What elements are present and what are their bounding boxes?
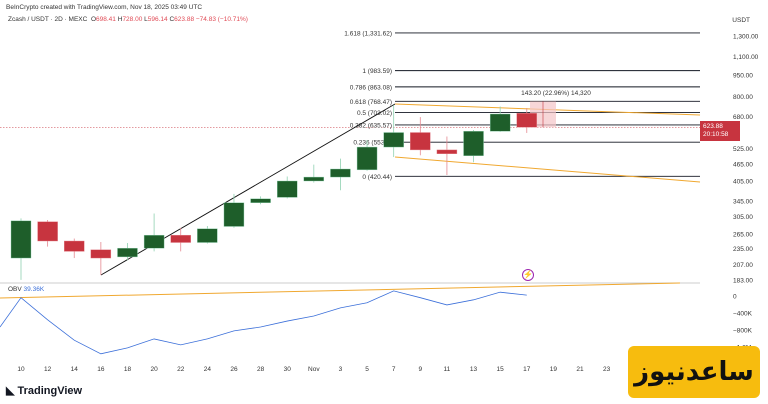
fib-level-label: 0.5 (703.02) <box>357 110 392 117</box>
lightning-icon[interactable]: ⚡ <box>522 269 534 281</box>
price-tick: 405.00 <box>733 179 753 186</box>
date-tick: 17 <box>523 366 531 373</box>
open-value: 698.41 <box>96 16 116 23</box>
obv-legend[interactable]: OBV 39.36K <box>8 286 44 293</box>
trend-line <box>100 103 396 276</box>
candle-body <box>489 113 511 132</box>
date-tick: 5 <box>365 366 369 373</box>
price-tick: 800.00 <box>733 94 753 101</box>
date-tick: 14 <box>71 366 79 373</box>
low-label: L <box>144 16 148 23</box>
low-value: 596.14 <box>147 16 168 23</box>
logo-text: TradingView <box>17 385 83 397</box>
obv-tick: −400K <box>733 311 753 318</box>
price-tick: 207.00 <box>733 262 753 269</box>
fib-level-label: 1 (983.59) <box>362 68 392 75</box>
fib-level-label: 0.382 (635.57) <box>350 122 392 129</box>
bar-countdown: 20:10:58 <box>703 131 729 138</box>
date-tick: 12 <box>44 366 52 373</box>
candle-body <box>277 180 298 198</box>
obv-line <box>0 290 527 355</box>
date-tick: 21 <box>576 366 584 373</box>
date-tick: 23 <box>603 366 611 373</box>
candle-body <box>303 176 325 182</box>
date-tick: 3 <box>339 366 343 373</box>
candle-body <box>197 228 218 243</box>
price-tick: 525.00 <box>733 146 753 153</box>
date-tick: 13 <box>470 366 478 373</box>
change-value: −74.83 (−10.71%) <box>195 16 248 23</box>
obv-trend-line <box>0 282 681 299</box>
candle-body <box>356 146 378 171</box>
high-value: 728.00 <box>122 16 143 23</box>
price-tick: 950.00 <box>733 72 753 79</box>
channel-lower-line <box>394 156 701 183</box>
open-label: O <box>90 16 97 23</box>
last-price-label: 623.88 20:10:58 <box>700 121 740 141</box>
fib-level-label: 0.618 (768.47) <box>350 99 392 106</box>
date-tick: 28 <box>257 366 265 373</box>
symbol-name[interactable]: Zcash / USDT · 2D · MEXC <box>8 16 88 23</box>
date-tick: 11 <box>444 366 451 373</box>
date-tick: 30 <box>284 366 292 373</box>
fib-level-label: 0 (420.44) <box>362 174 392 181</box>
candle-body <box>37 221 58 242</box>
obv-value: 39.36K <box>23 286 45 293</box>
candle-body <box>64 240 85 252</box>
fib-level-label: 0.786 (863.08) <box>350 84 392 91</box>
obv-name: OBV <box>8 286 22 293</box>
date-tick: 10 <box>17 366 25 373</box>
candle-body <box>10 220 32 259</box>
candle-body <box>436 149 458 154</box>
fib-level-label: 0.236 (553.3) <box>353 140 392 147</box>
price-tick: 465.00 <box>733 161 753 168</box>
chart-credit: BeInCrypto created with TradingView.com,… <box>6 4 203 11</box>
date-tick: 15 <box>497 366 505 373</box>
candle-body <box>330 168 351 178</box>
price-tick: 305.00 <box>733 214 753 221</box>
candle-body <box>90 249 112 259</box>
candle-body <box>516 113 537 128</box>
date-tick: 19 <box>550 366 558 373</box>
date-tick: 7 <box>392 366 396 373</box>
close-value: 623.88 <box>174 16 195 23</box>
candle-body <box>223 202 245 227</box>
price-tick: 680.00 <box>733 114 753 121</box>
candle-body <box>463 131 484 156</box>
price-tick: 265.00 <box>733 231 753 238</box>
measure-label: 143.20 (22.96%) 14,320 <box>521 90 591 97</box>
price-tick: 235.00 <box>733 246 753 253</box>
candle-body <box>250 198 271 203</box>
date-tick: 20 <box>150 366 158 373</box>
price-tick: 1,100.00 <box>733 54 759 61</box>
tradingview-logo: ◣ TradingView <box>6 385 83 397</box>
high-label: H <box>117 16 123 23</box>
candle-body <box>383 132 404 148</box>
date-tick: 16 <box>97 366 105 373</box>
currency-label: USDT <box>732 17 750 24</box>
candle-body <box>143 234 165 249</box>
obv-tick: 0 <box>733 294 737 301</box>
candle-body <box>117 247 138 258</box>
close-label: C <box>169 16 175 23</box>
price-tick: 1,300.00 <box>733 33 759 40</box>
obv-tick: −800K <box>733 328 753 335</box>
date-tick: 22 <box>177 366 185 373</box>
date-tick: 24 <box>204 366 212 373</box>
price-tick: 183.00 <box>733 277 753 284</box>
date-tick: 26 <box>230 366 238 373</box>
last-price: 623.88 <box>703 123 723 130</box>
date-tick: 9 <box>418 366 422 373</box>
price-tick: 345.00 <box>733 198 753 205</box>
fib-level-label: 1.618 (1,331.62) <box>344 30 392 37</box>
date-tick: Nov <box>308 366 320 373</box>
symbol-legend: Zcash / USDT · 2D · MEXC O698.41 H728.00… <box>8 16 248 23</box>
watermark-logo: ساعدنیوز <box>628 346 760 398</box>
candle-body <box>170 234 191 243</box>
candle-body <box>410 132 431 151</box>
date-tick: 18 <box>124 366 132 373</box>
